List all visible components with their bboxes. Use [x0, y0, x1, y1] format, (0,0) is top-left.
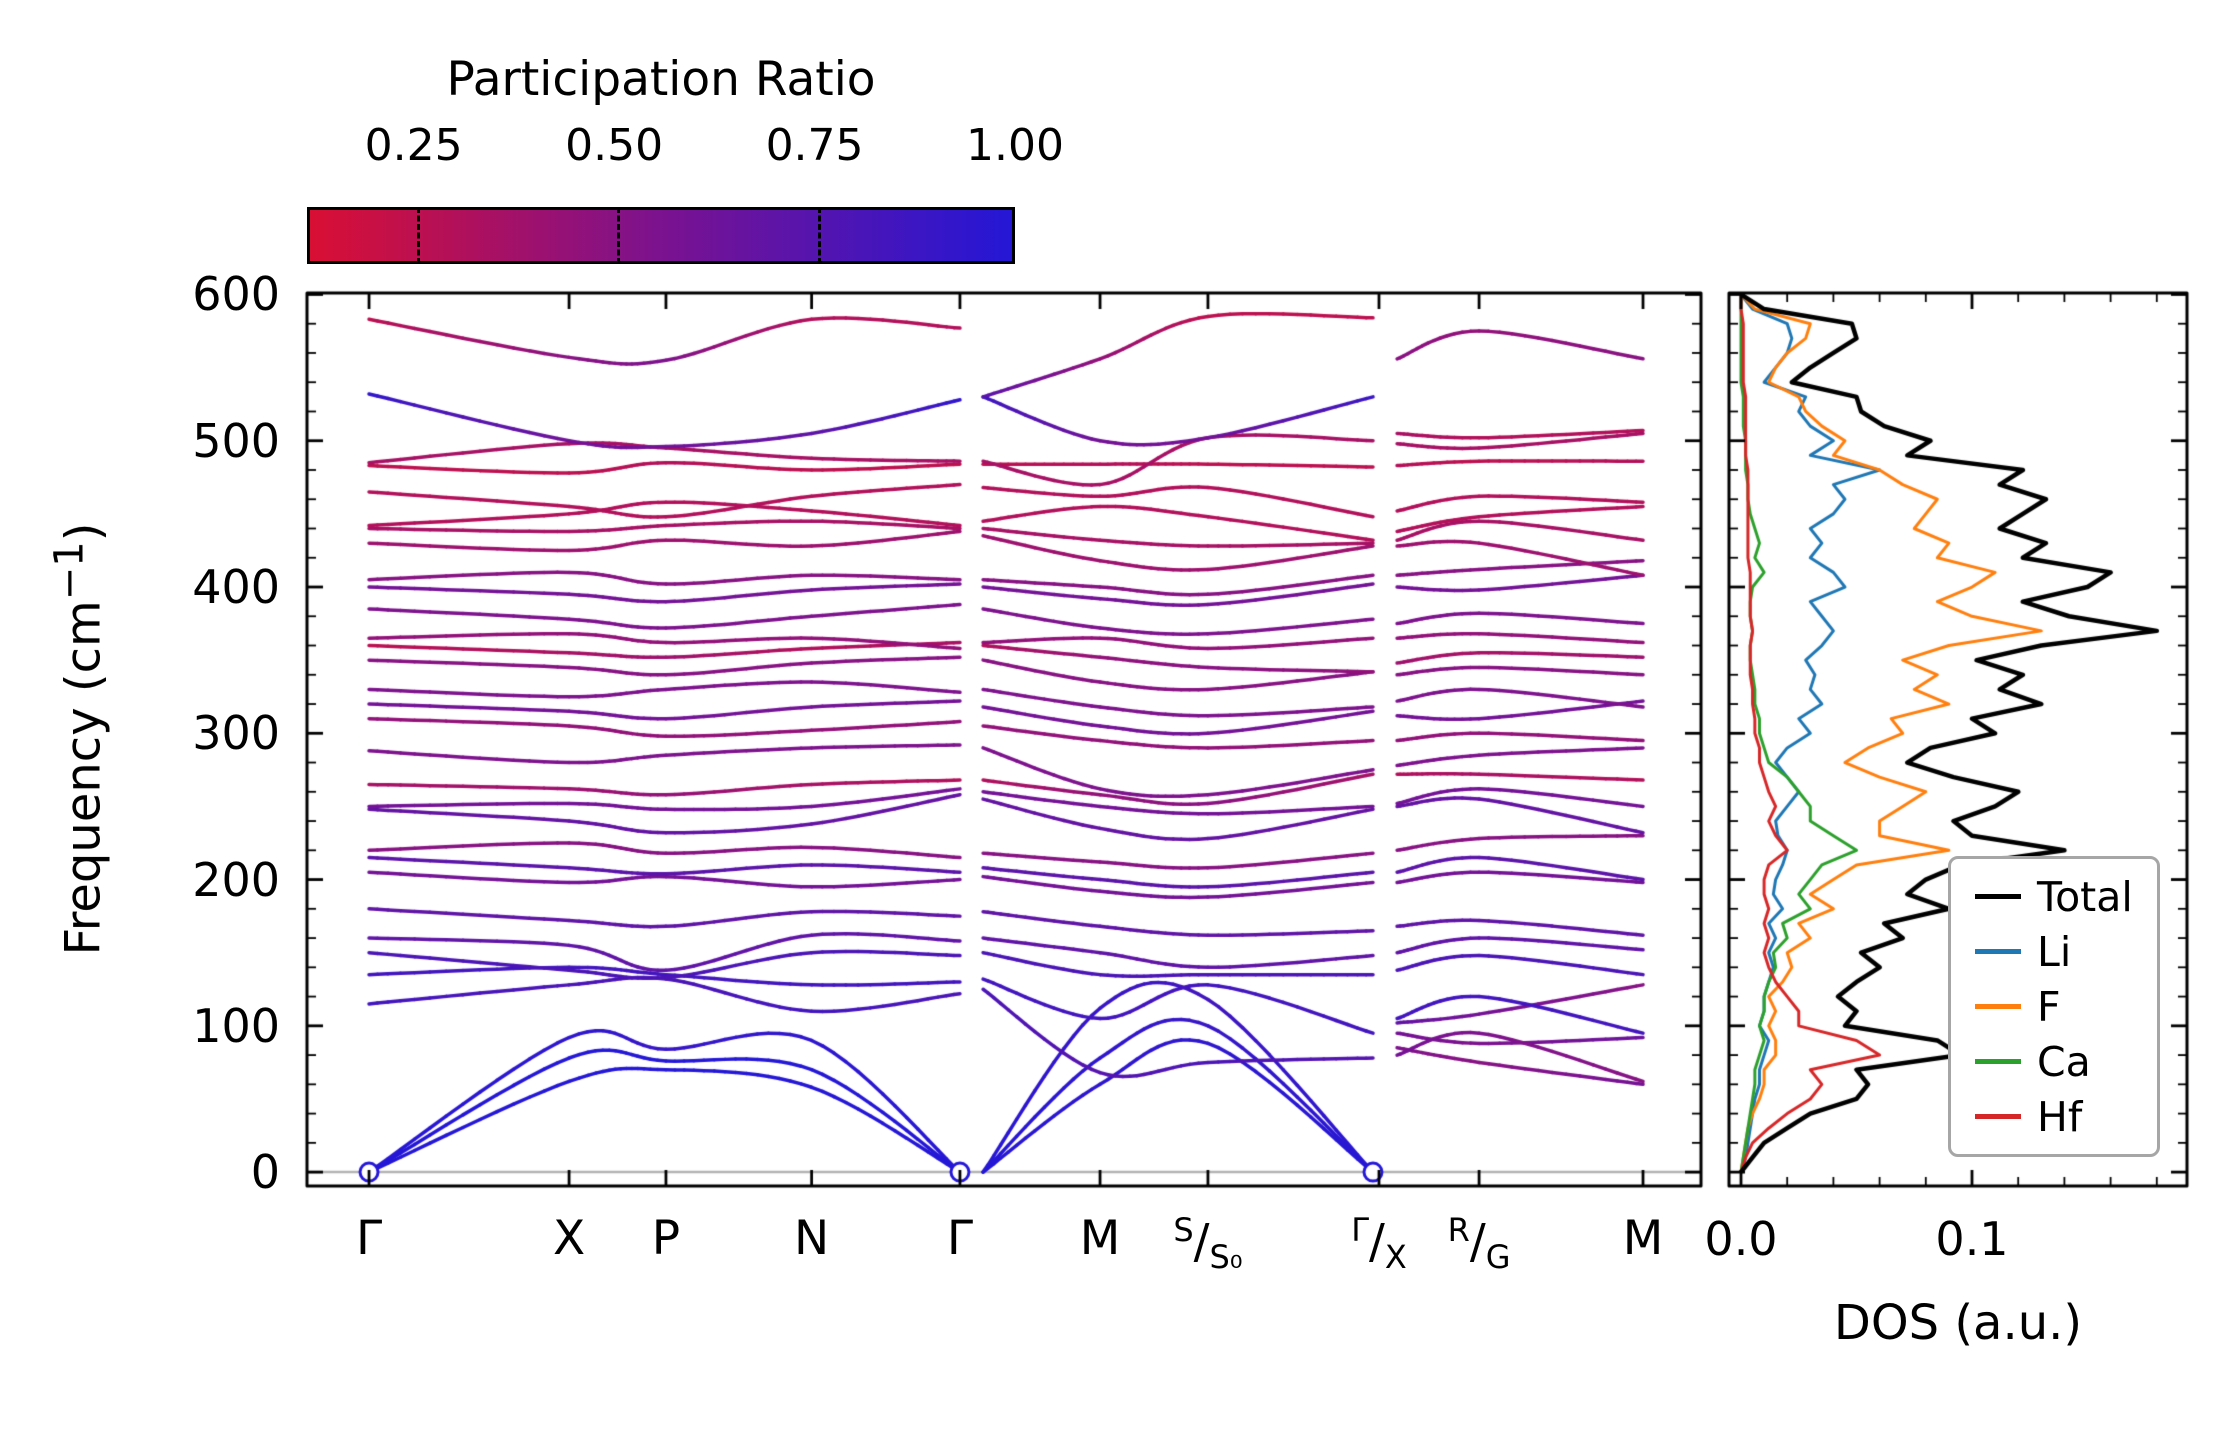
- legend-label: F: [2037, 982, 2061, 1031]
- legend-entry: Ca: [1975, 1037, 2133, 1086]
- legend-entry: Hf: [1975, 1092, 2133, 1141]
- colorbar-tick-mark: [617, 207, 621, 264]
- x-tick-label: R/G: [1447, 1211, 1511, 1277]
- y-tick-label: 600: [192, 267, 280, 322]
- legend-line-swatch: [1975, 1059, 2021, 1064]
- legend-line-swatch: [1975, 1004, 2021, 1009]
- y-tick-label: 0: [250, 1145, 280, 1200]
- x-tick-label: M: [1079, 1211, 1121, 1266]
- y-tick-label: 500: [192, 413, 280, 468]
- legend-label: Hf: [2037, 1092, 2083, 1141]
- y-axis-label-close: ): [55, 522, 112, 542]
- x-tick-label: Γ: [946, 1211, 974, 1266]
- colorbar-tick-mark: [817, 207, 821, 264]
- colorbar-gradient: [307, 207, 1015, 264]
- legend-label: Li: [2037, 927, 2072, 976]
- y-axis-label: Frequency (cm−1): [47, 523, 112, 956]
- y-tick-label: 200: [192, 852, 280, 907]
- colorbar-title: Participation Ratio: [446, 52, 876, 107]
- colorbar-tick-label: 0.25: [364, 120, 463, 171]
- legend-line-swatch: [1975, 949, 2021, 954]
- legend-label: Total: [2037, 872, 2133, 921]
- dos-x-tick-label: 0.0: [1704, 1212, 1778, 1266]
- x-tick-label: M: [1622, 1211, 1664, 1266]
- colorbar-tick-label: 0.50: [565, 120, 664, 171]
- dos-x-tick-label: 0.1: [1935, 1212, 2009, 1266]
- x-tick-label: P: [651, 1211, 681, 1266]
- x-tick-label: X: [552, 1211, 586, 1266]
- legend-line-swatch: [1975, 894, 2021, 899]
- x-tick-label: N: [794, 1211, 830, 1266]
- colorbar-tick-label: 1.00: [966, 120, 1064, 171]
- dos-legend: Total Li F Ca Hf: [1948, 856, 2160, 1157]
- colorbar-tick-label: 0.75: [765, 120, 864, 171]
- legend-entry: F: [1975, 982, 2133, 1031]
- x-tick-label: Γ/X: [1351, 1211, 1407, 1277]
- y-tick-label: 100: [192, 998, 280, 1053]
- y-tick-label: 300: [192, 706, 280, 761]
- x-tick-label: S/S₀: [1173, 1211, 1243, 1277]
- y-axis-label-text: Frequency (cm: [55, 600, 112, 956]
- legend-label: Ca: [2037, 1037, 2091, 1086]
- dos-x-axis-label: DOS (a.u.): [1833, 1295, 2083, 1351]
- y-axis-label-superscript: −1: [46, 541, 93, 601]
- legend-line-swatch: [1975, 1114, 2021, 1119]
- legend-entry: Total: [1975, 872, 2133, 921]
- x-tick-label: Γ: [355, 1211, 383, 1266]
- legend-entry: Li: [1975, 927, 2133, 976]
- colorbar-tick-mark: [416, 207, 420, 264]
- y-tick-label: 400: [192, 560, 280, 614]
